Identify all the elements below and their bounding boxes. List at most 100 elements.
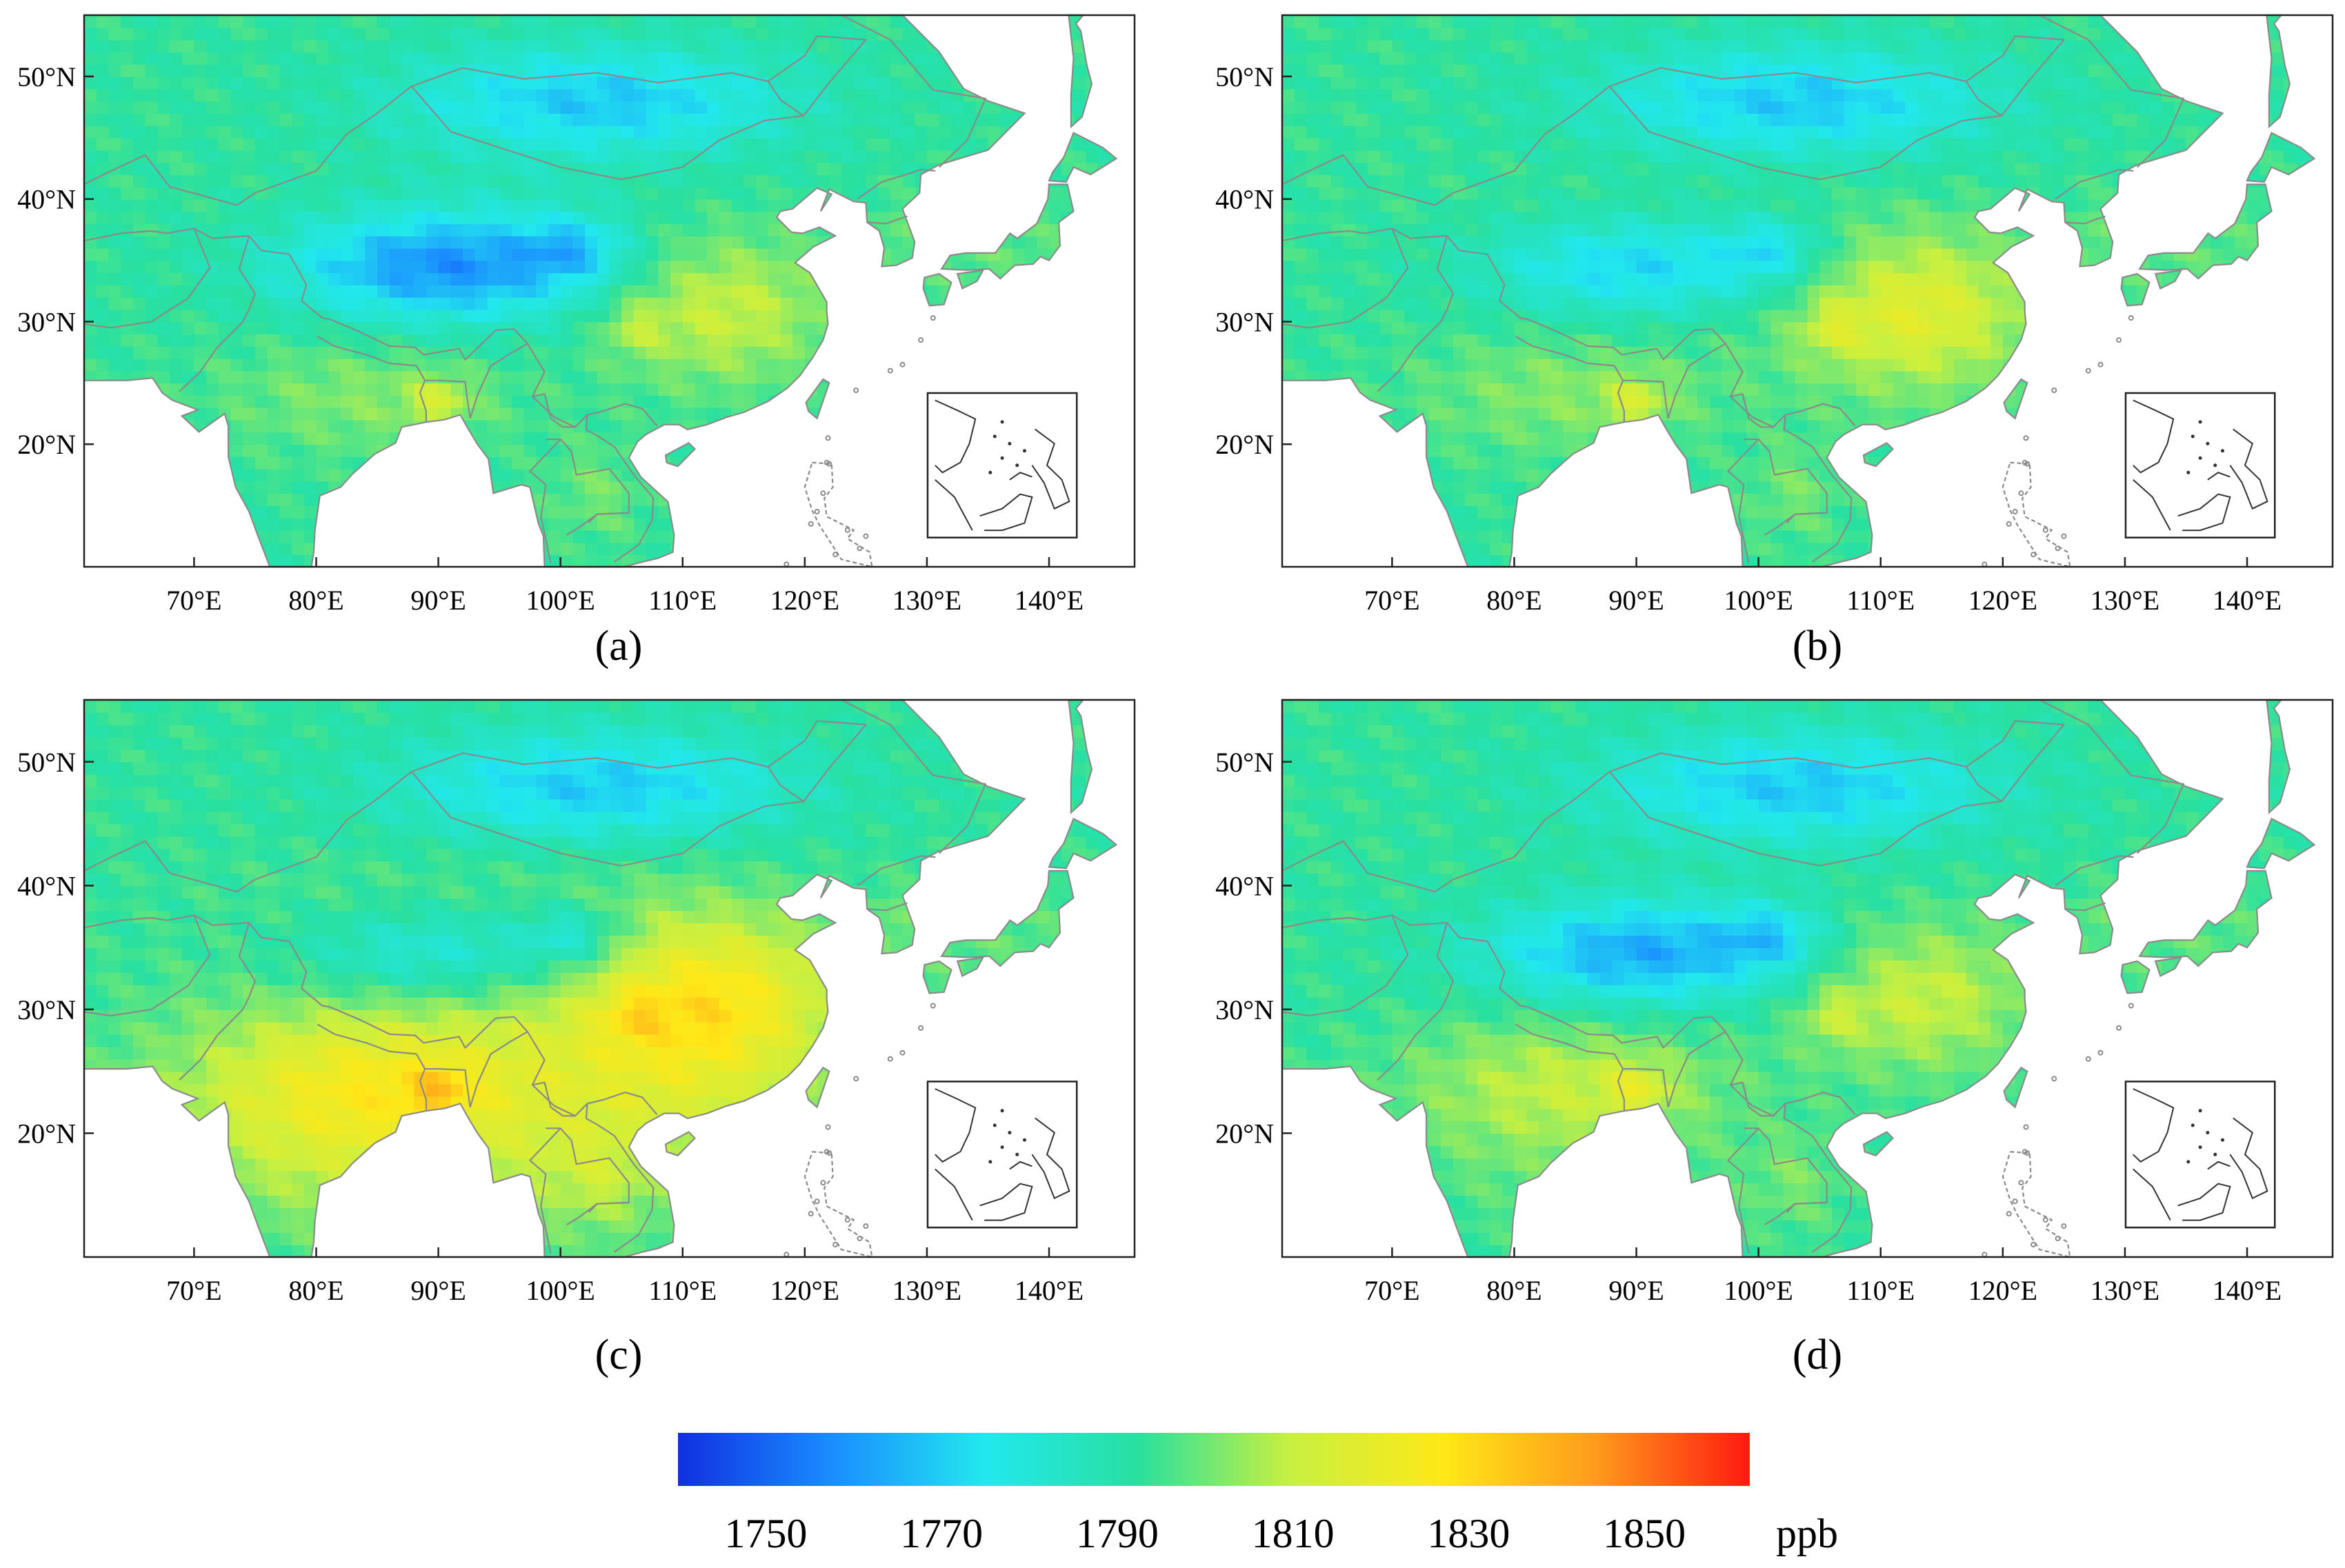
xch4-cell xyxy=(401,383,415,396)
xch4-cell xyxy=(756,296,769,310)
xch4-cell xyxy=(267,125,281,139)
xch4-cell xyxy=(328,407,341,421)
xch4-cell xyxy=(255,76,268,90)
xch4-cell xyxy=(682,113,696,126)
xch4-cell xyxy=(523,236,537,249)
xch4-cell xyxy=(243,174,256,188)
xch4-cell xyxy=(328,223,341,237)
xch4-cell xyxy=(426,88,439,102)
xch4-cell xyxy=(1073,88,1086,102)
xch4-cell xyxy=(303,285,317,298)
xch4-cell xyxy=(267,272,281,285)
xch4-cell xyxy=(401,223,415,237)
xch4-cell xyxy=(780,137,793,151)
xch4-cell xyxy=(499,236,512,249)
xch4-cell xyxy=(243,395,256,408)
xch4-cell xyxy=(1795,554,1808,567)
xch4-cell xyxy=(255,468,268,482)
xch4-cell xyxy=(377,76,390,90)
xch4-cell xyxy=(157,309,170,323)
xch4-cell xyxy=(853,150,867,163)
xch4-cell xyxy=(438,76,452,90)
xch4-cell xyxy=(878,113,891,126)
xch4-cell xyxy=(340,113,354,126)
xch4-cell xyxy=(328,383,341,396)
xch4-cell xyxy=(609,88,622,102)
xch4-cell xyxy=(206,370,219,384)
xch4-cell xyxy=(438,346,452,359)
xch4-cell xyxy=(426,162,439,175)
xch4-cell xyxy=(866,15,879,28)
xch4-cell xyxy=(303,64,317,77)
xch4-cell xyxy=(401,64,415,77)
xch4-cell xyxy=(609,358,622,372)
xch4-cell xyxy=(804,137,818,151)
xch4-cell xyxy=(744,334,757,347)
xch4-cell xyxy=(695,113,708,126)
xch4-cell xyxy=(621,186,635,200)
xch4-cell xyxy=(1856,530,1869,543)
xch4-cell xyxy=(316,370,329,384)
xch4-cell xyxy=(303,517,317,531)
xch4-cell xyxy=(170,113,183,126)
xch4-cell xyxy=(609,530,622,543)
country-border xyxy=(559,439,630,536)
xch4-cell xyxy=(377,39,390,53)
xch4-cell xyxy=(768,358,781,372)
xch4-cell xyxy=(328,334,341,347)
xch4-cell xyxy=(121,15,134,28)
xch4-cell xyxy=(572,199,586,212)
xch4-cell xyxy=(1465,493,1479,506)
xch4-cell xyxy=(352,162,366,175)
xch4-cell xyxy=(1501,432,1515,445)
xch4-cell xyxy=(414,186,427,200)
xch4-cell xyxy=(695,309,708,323)
xch4-cell xyxy=(511,309,525,323)
xch4-cell xyxy=(792,174,806,188)
xch4-cell xyxy=(132,199,146,212)
xch4-cell xyxy=(267,554,281,567)
xch4-cell xyxy=(560,174,574,188)
xch4-cell xyxy=(658,395,671,408)
xch4-cell xyxy=(560,186,574,200)
xch4-cell xyxy=(1465,505,1479,519)
xch4-cell xyxy=(438,236,452,249)
xch4-cell xyxy=(658,260,671,274)
xch4-cell xyxy=(707,52,720,65)
xch4-cell xyxy=(890,125,904,139)
xch4-cell xyxy=(695,39,708,53)
xch4-cell xyxy=(463,334,476,347)
xch4-cell xyxy=(132,150,146,163)
xch4-cell xyxy=(499,285,512,298)
xch4-cell xyxy=(206,125,219,139)
xch4-cell xyxy=(536,52,549,65)
xch4-cell xyxy=(316,236,329,249)
xch4-cell xyxy=(389,260,403,274)
xch4-cell xyxy=(744,186,757,200)
xch4-cell xyxy=(585,27,598,41)
xch4-cell xyxy=(316,64,329,77)
xch4-cell xyxy=(84,236,97,249)
xch4-cell xyxy=(890,162,904,175)
xch4-cell xyxy=(145,199,158,212)
xch4-cell xyxy=(560,321,574,334)
xch4-cell xyxy=(194,150,207,163)
xch4-cell xyxy=(572,481,586,494)
xch4-cell xyxy=(450,358,463,372)
xch4-cell xyxy=(230,76,243,90)
xch4-cell xyxy=(780,113,793,126)
xch4-cell xyxy=(719,125,732,139)
xch4-cell xyxy=(328,76,341,90)
xch4-cell xyxy=(438,150,452,163)
xch4-cell xyxy=(719,52,732,65)
xch4-cell xyxy=(536,39,549,53)
xch4-cell xyxy=(646,113,659,126)
xch4-cell xyxy=(352,101,366,114)
xch4-cell xyxy=(450,174,463,188)
xch4-cell xyxy=(633,64,647,77)
inset-island xyxy=(1000,456,1004,460)
xch4-cell xyxy=(560,236,574,249)
xch4-cell xyxy=(731,260,745,274)
xch4-cell xyxy=(157,334,170,347)
xch4-cell xyxy=(487,296,500,310)
